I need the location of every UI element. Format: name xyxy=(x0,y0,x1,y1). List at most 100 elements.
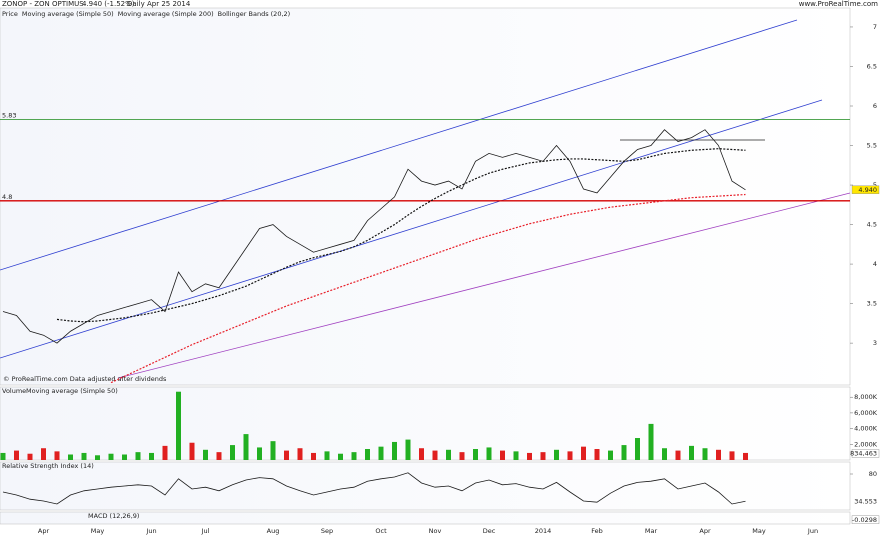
x-tick-label: Jun xyxy=(145,527,156,535)
volume-bar xyxy=(338,453,343,460)
x-tick-label: Nov xyxy=(429,527,442,535)
panel-title: Volume xyxy=(2,387,26,395)
current-value-box xyxy=(851,185,880,194)
current-value-label: 4.940 xyxy=(858,186,877,194)
volume-bar xyxy=(351,452,357,460)
volume-bar xyxy=(729,451,735,460)
period: Daily xyxy=(127,0,145,8)
x-tick-label: Aug xyxy=(267,527,280,535)
volume-bar xyxy=(527,452,532,460)
source: www.ProRealTime.com xyxy=(799,0,878,8)
x-tick-label: May xyxy=(752,527,766,535)
x-tick-label: 2014 xyxy=(535,527,552,535)
volume-bar xyxy=(149,452,154,460)
volume-panel xyxy=(0,386,851,461)
instrument: ZONOP - ZON OPTIMUS xyxy=(2,0,84,8)
volume-bar xyxy=(675,450,681,460)
date: Apr 25 2014 xyxy=(147,0,191,8)
volume-bar xyxy=(54,451,60,460)
y-tick-label: 4,000K xyxy=(854,425,878,433)
volume-bar xyxy=(122,454,127,460)
x-tick-label: Apr xyxy=(699,527,711,535)
volume-bar xyxy=(176,391,181,460)
volume-bar xyxy=(446,449,451,460)
volume-bar xyxy=(459,452,465,460)
volume-bar xyxy=(216,452,222,460)
volume-bar xyxy=(540,452,546,460)
price-line xyxy=(2,129,746,344)
volume-bar xyxy=(581,446,586,460)
volume-bar xyxy=(270,441,276,460)
trend-line xyxy=(117,192,851,379)
y-tick-label: 6 xyxy=(873,102,877,110)
volume-bar xyxy=(554,449,559,460)
x-tick-label: Mar xyxy=(645,527,658,535)
volume-bar xyxy=(392,441,397,460)
x-tick-label: Feb xyxy=(591,527,603,535)
x-tick-label: Jul xyxy=(201,527,210,535)
price-panel xyxy=(0,7,851,386)
current-value-box xyxy=(851,515,880,524)
x-tick-label: Oct xyxy=(375,527,387,535)
volume-bar xyxy=(419,448,424,460)
price-line xyxy=(56,148,746,323)
volume-bar xyxy=(365,449,370,460)
panel-title: MACD (12,26,9) xyxy=(88,512,139,520)
horizontal-line-label: 4.8 xyxy=(2,193,12,201)
volume-bar xyxy=(432,450,438,460)
trend-line xyxy=(0,19,798,271)
volume-bar xyxy=(648,423,654,460)
rsi-line xyxy=(2,472,746,505)
volume-bar xyxy=(567,451,573,460)
y-tick-label: 3.5 xyxy=(867,300,877,308)
y-tick-label: 80 xyxy=(869,470,877,478)
macd-panel xyxy=(0,511,851,525)
legend-entry: Moving average (Simple 50) xyxy=(26,387,118,395)
current-value-label: -0.0298 xyxy=(852,516,877,524)
y-tick-label: 5 xyxy=(873,181,877,189)
volume-bar xyxy=(513,451,519,460)
x-tick-label: Dec xyxy=(483,527,496,535)
volume-bar xyxy=(257,447,262,460)
x-tick-label: Apr xyxy=(38,527,50,535)
y-tick-label: 8,000K xyxy=(854,393,878,401)
panel-title: Relative Strength Index (14) xyxy=(2,462,94,470)
y-tick-label: 3 xyxy=(873,339,877,347)
y-tick-label: 7 xyxy=(873,23,877,31)
y-tick-label: 4 xyxy=(873,260,877,268)
volume-bar xyxy=(500,450,505,460)
legend-entry: Moving average (Simple 50) xyxy=(22,10,114,18)
current-value-box xyxy=(851,449,880,458)
y-tick-label: 6,000K xyxy=(854,409,878,417)
volume-bar xyxy=(68,454,73,460)
volume-bar xyxy=(405,439,411,460)
volume-bar xyxy=(486,447,492,460)
volume-bar xyxy=(189,442,195,460)
volume-bar xyxy=(689,445,694,460)
current-value-label: 834,463 xyxy=(850,449,877,457)
volume-bar xyxy=(635,438,640,460)
legend-entry: Price xyxy=(2,10,18,18)
volume-bar xyxy=(284,450,289,460)
volume-bar xyxy=(378,446,384,460)
volume-bar xyxy=(108,453,114,460)
volume-bar xyxy=(324,451,330,460)
trend-line xyxy=(0,99,823,359)
volume-bar xyxy=(716,449,721,460)
volume-bar xyxy=(311,452,316,460)
volume-bar xyxy=(702,448,708,460)
y-tick-label: 6.5 xyxy=(867,62,877,70)
volume-bar xyxy=(41,448,46,460)
current-value-label: 34.553 xyxy=(854,497,877,505)
volume-bar xyxy=(230,445,235,460)
price-line xyxy=(110,193,746,384)
volume-bar xyxy=(162,445,168,460)
volume-bar xyxy=(621,445,627,460)
volume-bar xyxy=(27,453,33,460)
volume-bar xyxy=(243,434,249,460)
volume-bar xyxy=(135,452,141,460)
x-tick-label: Jun xyxy=(807,527,818,535)
volume-bar xyxy=(95,455,100,460)
horizontal-line-label: 5.83 xyxy=(2,111,16,119)
x-tick-label: May xyxy=(91,527,105,535)
